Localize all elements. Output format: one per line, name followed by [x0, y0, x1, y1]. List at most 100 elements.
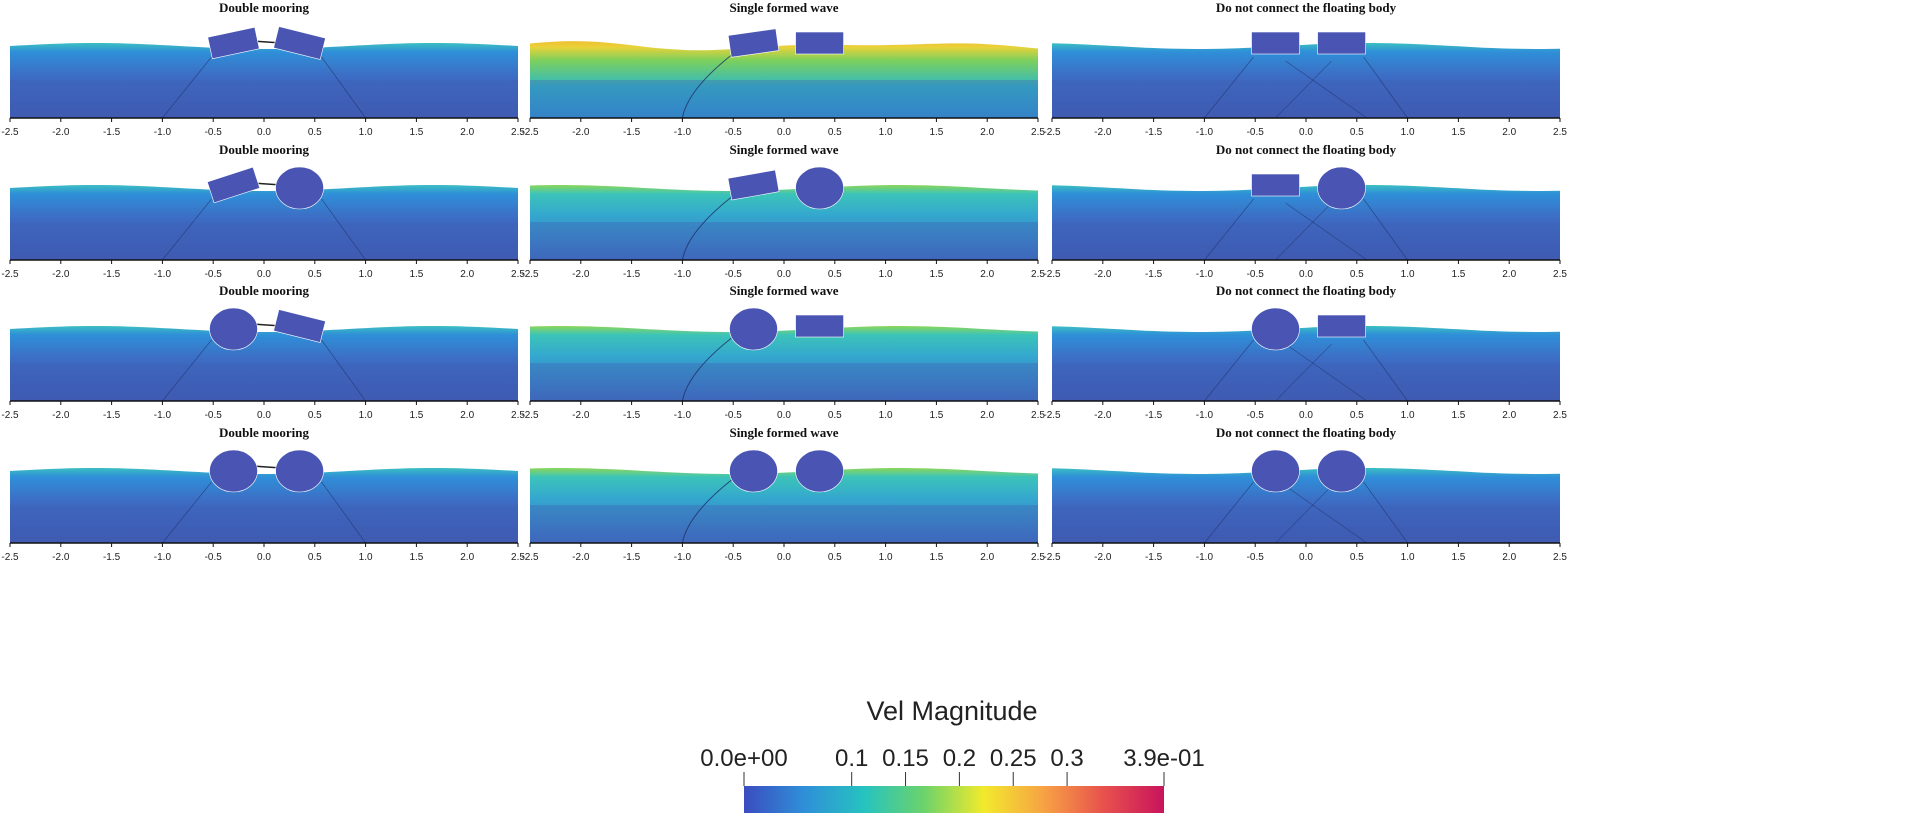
mooring-line	[681, 479, 732, 544]
x-tick-label: -2.5	[521, 552, 539, 563]
x-tick-label: -2.0	[52, 410, 70, 421]
floating-cylinder	[795, 449, 844, 493]
x-tick-label: 2.5	[1553, 552, 1567, 563]
x-tick-label: -1.0	[674, 127, 692, 138]
x-tick-label: 1.5	[409, 410, 423, 421]
x-tick-label: 1.5	[1451, 552, 1465, 563]
x-tick-label: 0.5	[1350, 269, 1364, 280]
colorbar-ticks: 0.0e+00 0.1 0.15 0.2 0.25 0.3 3.9e-01	[700, 745, 1205, 786]
x-tick-label: -1.0	[674, 552, 692, 563]
mooring-line	[1204, 339, 1254, 402]
colorbar: Vel Magnitude 0.0e+00 0.1 0.15 0.2 0.25 0.3 3.…	[700, 696, 1205, 813]
mooring-line	[162, 339, 212, 402]
panel-title: Do not connect the floating body	[1216, 0, 1397, 15]
x-tick-label: 0.5	[828, 269, 842, 280]
x-tick-label: -2.5	[1043, 127, 1061, 138]
mooring-line	[1204, 198, 1254, 261]
x-tick-label: 1.5	[1451, 410, 1465, 421]
x-tick-label: -1.5	[623, 269, 641, 280]
x-tick-label: -1.5	[1145, 552, 1163, 563]
water-depth-shade	[1052, 222, 1560, 260]
mooring-line	[162, 56, 212, 119]
x-tick-label: -0.5	[725, 552, 743, 563]
panel-title: Single formed wave	[729, 142, 838, 157]
water-field	[1052, 468, 1560, 543]
x-tick-label: 0.0	[777, 269, 791, 280]
mooring-line	[1204, 481, 1254, 544]
mooring-line	[1275, 60, 1332, 119]
x-tick-label: 2.5	[511, 269, 525, 280]
mooring-line	[162, 198, 212, 261]
colorbar-tick-label: 0.2	[943, 745, 976, 772]
x-tick-label: 0.5	[308, 269, 322, 280]
panel: Single formed wave -2.5 -2.0 -1.5 -1.0 -0.5 0.…	[521, 283, 1045, 421]
x-tick-label: -2.0	[1094, 127, 1112, 138]
x-tick-label: -1.5	[1145, 410, 1163, 421]
water-field	[1052, 326, 1560, 401]
x-tick-label: -1.0	[1196, 552, 1214, 563]
colorbar-tick-label: 0.15	[882, 745, 929, 772]
x-tick-label: -1.5	[103, 552, 121, 563]
x-tick-label: -2.0	[1094, 410, 1112, 421]
x-tick-label: 2.0	[1502, 552, 1516, 563]
x-tick-label: -2.0	[1094, 269, 1112, 280]
panel-title: Single formed wave	[729, 425, 838, 440]
panel: Do not connect the floating body -2.5 -2.0…	[1043, 142, 1567, 280]
mooring-line	[321, 481, 366, 544]
water-depth-shade	[10, 363, 518, 401]
floating-box	[273, 309, 326, 343]
x-tick-label: -1.0	[674, 410, 692, 421]
x-tick-label: -1.5	[103, 127, 121, 138]
mooring-line	[1275, 343, 1332, 402]
x-tick-label: 0.0	[777, 410, 791, 421]
x-tick-label: 1.5	[929, 269, 943, 280]
floating-cylinder	[275, 449, 324, 493]
panel-title: Do not connect the floating body	[1216, 142, 1397, 157]
mooring-line	[321, 56, 366, 119]
mooring-line	[1285, 343, 1368, 402]
x-tick-label: 2.5	[511, 127, 525, 138]
x-tick-label: -2.0	[52, 127, 70, 138]
panel: Double mooring -2.5 -2.0 -1.5 -1.0 -0.5 0.0 0.5…	[1, 142, 525, 280]
x-tick-label: -1.0	[1196, 269, 1214, 280]
x-tick-label: 2.0	[1502, 410, 1516, 421]
x-tick-label: 2.0	[460, 127, 474, 138]
x-tick-label: -1.5	[623, 410, 641, 421]
mooring-line	[1363, 481, 1408, 544]
panel-title: Single formed wave	[729, 283, 838, 298]
x-tick-label: 1.0	[879, 127, 893, 138]
mooring-line	[1275, 485, 1332, 544]
mooring-line	[1285, 202, 1368, 261]
water-field	[530, 185, 1038, 260]
panel-title: Single formed wave	[729, 0, 838, 15]
x-tick-label: 0.0	[1299, 127, 1313, 138]
x-tick-label: -2.5	[1, 410, 19, 421]
x-tick-label: 1.0	[879, 552, 893, 563]
x-tick-label: 0.0	[257, 410, 271, 421]
panel: Single formed wave -2.5 -2.0 -1.5 -1.0 -0.5 0.…	[521, 0, 1045, 138]
panel-grid: Double mooring -2.5 -2.0 -1.5 -1.0 -0.5 0.0 0.5…	[1, 0, 1567, 563]
mooring-line	[681, 337, 732, 402]
mooring-line	[681, 54, 732, 119]
water-depth-shade	[530, 363, 1038, 401]
panel-title: Double mooring	[219, 283, 309, 298]
x-tick-label: -1.0	[154, 269, 172, 280]
mooring-line	[1363, 339, 1408, 402]
x-tick-label: 1.5	[929, 552, 943, 563]
panel: Single formed wave -2.5 -2.0 -1.5 -1.0 -0.5 0.…	[521, 142, 1045, 280]
x-tick-label: -1.0	[1196, 410, 1214, 421]
x-tick-label: -2.5	[1043, 410, 1061, 421]
water-field	[1052, 185, 1560, 260]
panel: Do not connect the floating body -2.5 -2.0…	[1043, 425, 1567, 563]
x-tick-label: 0.0	[257, 269, 271, 280]
x-tick-label: 1.0	[1401, 127, 1415, 138]
x-tick-label: -2.5	[521, 127, 539, 138]
x-tick-label: 1.0	[879, 269, 893, 280]
panel-title: Do not connect the floating body	[1216, 283, 1397, 298]
x-tick-label: 1.0	[359, 269, 373, 280]
panel: Double mooring -2.5 -2.0 -1.5 -1.0 -0.5 0.0 0.5…	[1, 283, 525, 421]
water-depth-shade	[1052, 363, 1560, 401]
panel-title: Do not connect the floating body	[1216, 425, 1397, 440]
x-tick-label: -0.5	[205, 410, 223, 421]
floating-box	[795, 31, 844, 55]
